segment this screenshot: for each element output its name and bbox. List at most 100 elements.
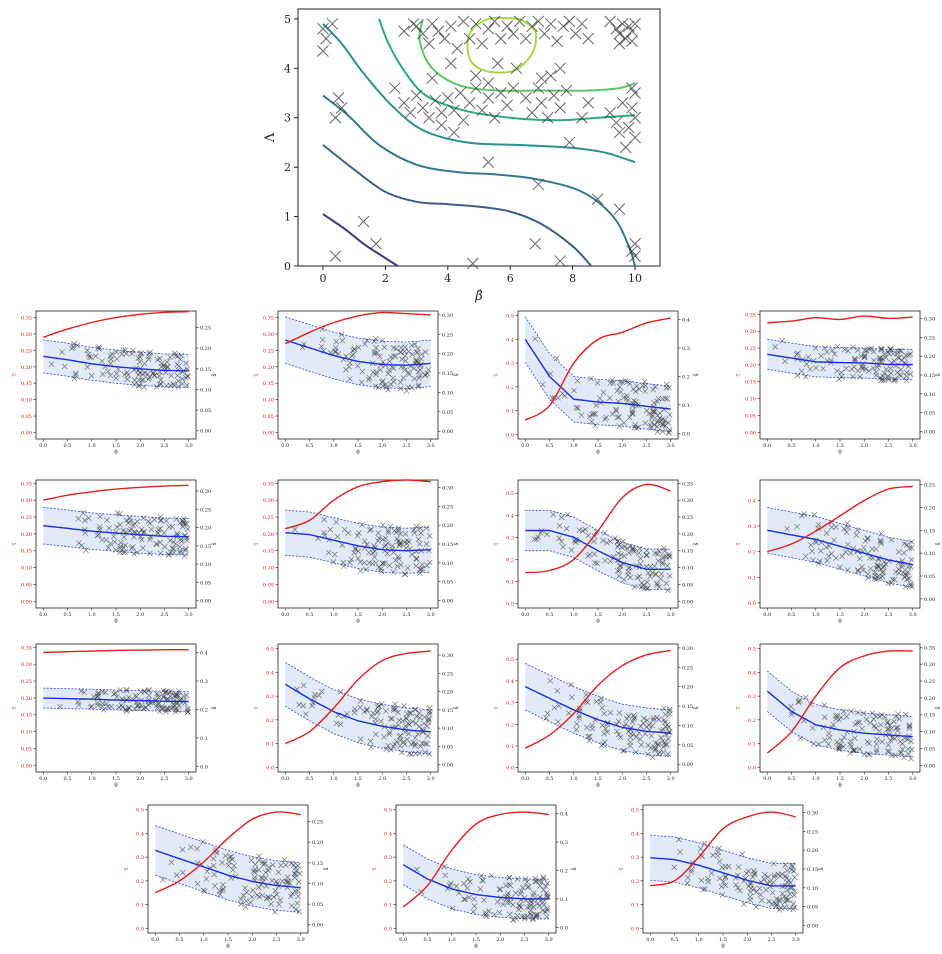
sample-point-marker xyxy=(610,116,623,129)
subplot-point-marker xyxy=(135,355,142,361)
subplot-point-marker xyxy=(181,553,188,559)
x-tick-label: 1.5 xyxy=(836,776,844,782)
x-tick-label: 3.0 xyxy=(185,443,193,449)
subplot-point-marker xyxy=(75,701,82,708)
subplot-point-marker xyxy=(135,383,142,389)
subplot-point-marker xyxy=(426,547,432,554)
subplot-point-marker xyxy=(649,569,656,576)
subplot-point-marker xyxy=(356,530,362,536)
posterior-mean-line xyxy=(43,525,189,538)
subplot-point-marker xyxy=(138,526,145,533)
right-axis: 0.000.050.100.150.200.250.30ŝ xyxy=(438,486,460,604)
sample-point-marker xyxy=(582,97,595,109)
subplot-point-marker xyxy=(507,882,514,889)
right-axis-label: ŝ xyxy=(453,373,460,376)
subplot-point-marker xyxy=(146,692,152,699)
right-tick-label: 0.25 xyxy=(682,515,693,521)
subplot-point-marker xyxy=(737,887,743,894)
subplot-point-marker xyxy=(361,538,368,544)
x-tick-label: 0.5 xyxy=(546,612,554,618)
x-tick-label: 0.0 xyxy=(281,443,289,449)
subplot-4: 0.000.050.100.150.200.250.300.35τ0.000.0… xyxy=(735,310,942,456)
subplot-point-marker xyxy=(157,514,164,520)
sample-point-marker xyxy=(488,111,501,124)
subplot-7: 0.00.10.20.30.40.5τ0.000.050.100.150.200… xyxy=(493,479,700,625)
subplot-point-marker xyxy=(593,698,600,705)
subplot-point-marker xyxy=(637,561,644,567)
subplot-point-marker xyxy=(868,345,875,352)
sample-point-marker xyxy=(551,35,563,47)
confidence-band xyxy=(155,825,301,913)
subplot-point-marker xyxy=(899,564,905,570)
subplot-point-marker xyxy=(242,885,248,891)
subplot-point-marker xyxy=(374,704,381,711)
subplot-point-marker xyxy=(172,352,179,359)
subplot-point-marker xyxy=(385,742,391,749)
subplot-point-marker xyxy=(97,513,103,520)
right-tick-label: 0.15 xyxy=(807,867,818,873)
subplot-point-marker xyxy=(704,875,711,882)
subplot-point-marker xyxy=(500,901,506,908)
right-axis-label: ŝ xyxy=(571,867,578,870)
subplot-point-marker xyxy=(466,894,472,901)
subplot-point-marker xyxy=(614,544,621,550)
subplot-point-marker xyxy=(341,526,348,533)
x-tick-label: 2.5 xyxy=(403,443,411,449)
subplot-point-marker xyxy=(204,868,210,875)
right-tick-label: 0.20 xyxy=(312,840,323,846)
x-tick-label: 2.0 xyxy=(136,443,144,449)
subplot-point-marker xyxy=(908,544,915,551)
subplot-point-marker xyxy=(122,347,129,354)
subplot-point-marker xyxy=(120,549,127,555)
left-tick-label: 0.20 xyxy=(21,696,32,702)
right-axis: 0.000.050.100.150.200.250.30ŝ xyxy=(920,317,942,435)
sample-point-marker xyxy=(398,97,410,109)
subplot-point-marker xyxy=(124,707,131,713)
subplot-point-marker xyxy=(412,341,418,348)
subplot-point-marker xyxy=(409,351,416,358)
subplot-point-marker xyxy=(903,373,909,379)
subplot-point-marker xyxy=(753,889,760,896)
subplot-point-marker xyxy=(370,369,376,376)
left-tick-label: 0.30 xyxy=(21,498,32,504)
subplot-point-marker xyxy=(630,386,637,392)
subplot-point-marker xyxy=(661,545,667,551)
subplot-point-marker xyxy=(397,737,404,744)
subplot-point-marker xyxy=(294,900,301,907)
true-value-line xyxy=(284,650,431,745)
subplot-point-marker xyxy=(524,904,530,911)
right-axis: 0.000.050.100.150.200.25ŝ xyxy=(308,820,330,929)
right-tick-label: 0.05 xyxy=(200,408,211,414)
subplot-point-marker xyxy=(95,702,101,709)
subplot-point-marker xyxy=(363,707,370,714)
subplot-point-marker xyxy=(666,572,673,579)
contour-line xyxy=(322,213,399,267)
subplot-point-marker xyxy=(415,382,422,388)
band-upper-line xyxy=(650,834,796,864)
subplot-point-marker xyxy=(156,373,162,379)
subplot-point-marker xyxy=(399,718,406,724)
posterior-mean-line xyxy=(524,339,671,410)
x-tick-label: 6 xyxy=(507,272,514,285)
sample-point-marker xyxy=(610,22,623,35)
right-axis: 0.000.050.100.150.200.250.300.35ŝ xyxy=(678,481,700,605)
bottom-axis: 0.0 0.5 1.0 1.5 2.0 2.5 3.0θ xyxy=(521,608,675,625)
subplot-point-marker xyxy=(832,713,839,719)
true-value-line xyxy=(154,811,301,894)
subplot-point-marker xyxy=(123,517,130,524)
subplot-point-marker xyxy=(371,554,378,560)
subplot-point-marker xyxy=(231,862,237,869)
subplot-point-marker xyxy=(894,369,901,376)
subplot-point-marker xyxy=(293,906,299,913)
subplot-point-marker xyxy=(131,551,137,557)
subplot-point-marker xyxy=(426,711,433,717)
subplot-point-marker xyxy=(230,867,236,873)
x-tick-label: 1.0 xyxy=(330,612,338,618)
subplot-point-marker xyxy=(864,536,871,542)
subplot-point-marker xyxy=(497,886,504,893)
x-tick-label: 0.0 xyxy=(763,612,771,618)
subplot-point-marker xyxy=(294,686,300,693)
subplot-point-marker xyxy=(277,897,284,904)
subplot-point-marker xyxy=(478,872,485,879)
subplot-point-marker xyxy=(252,869,258,876)
